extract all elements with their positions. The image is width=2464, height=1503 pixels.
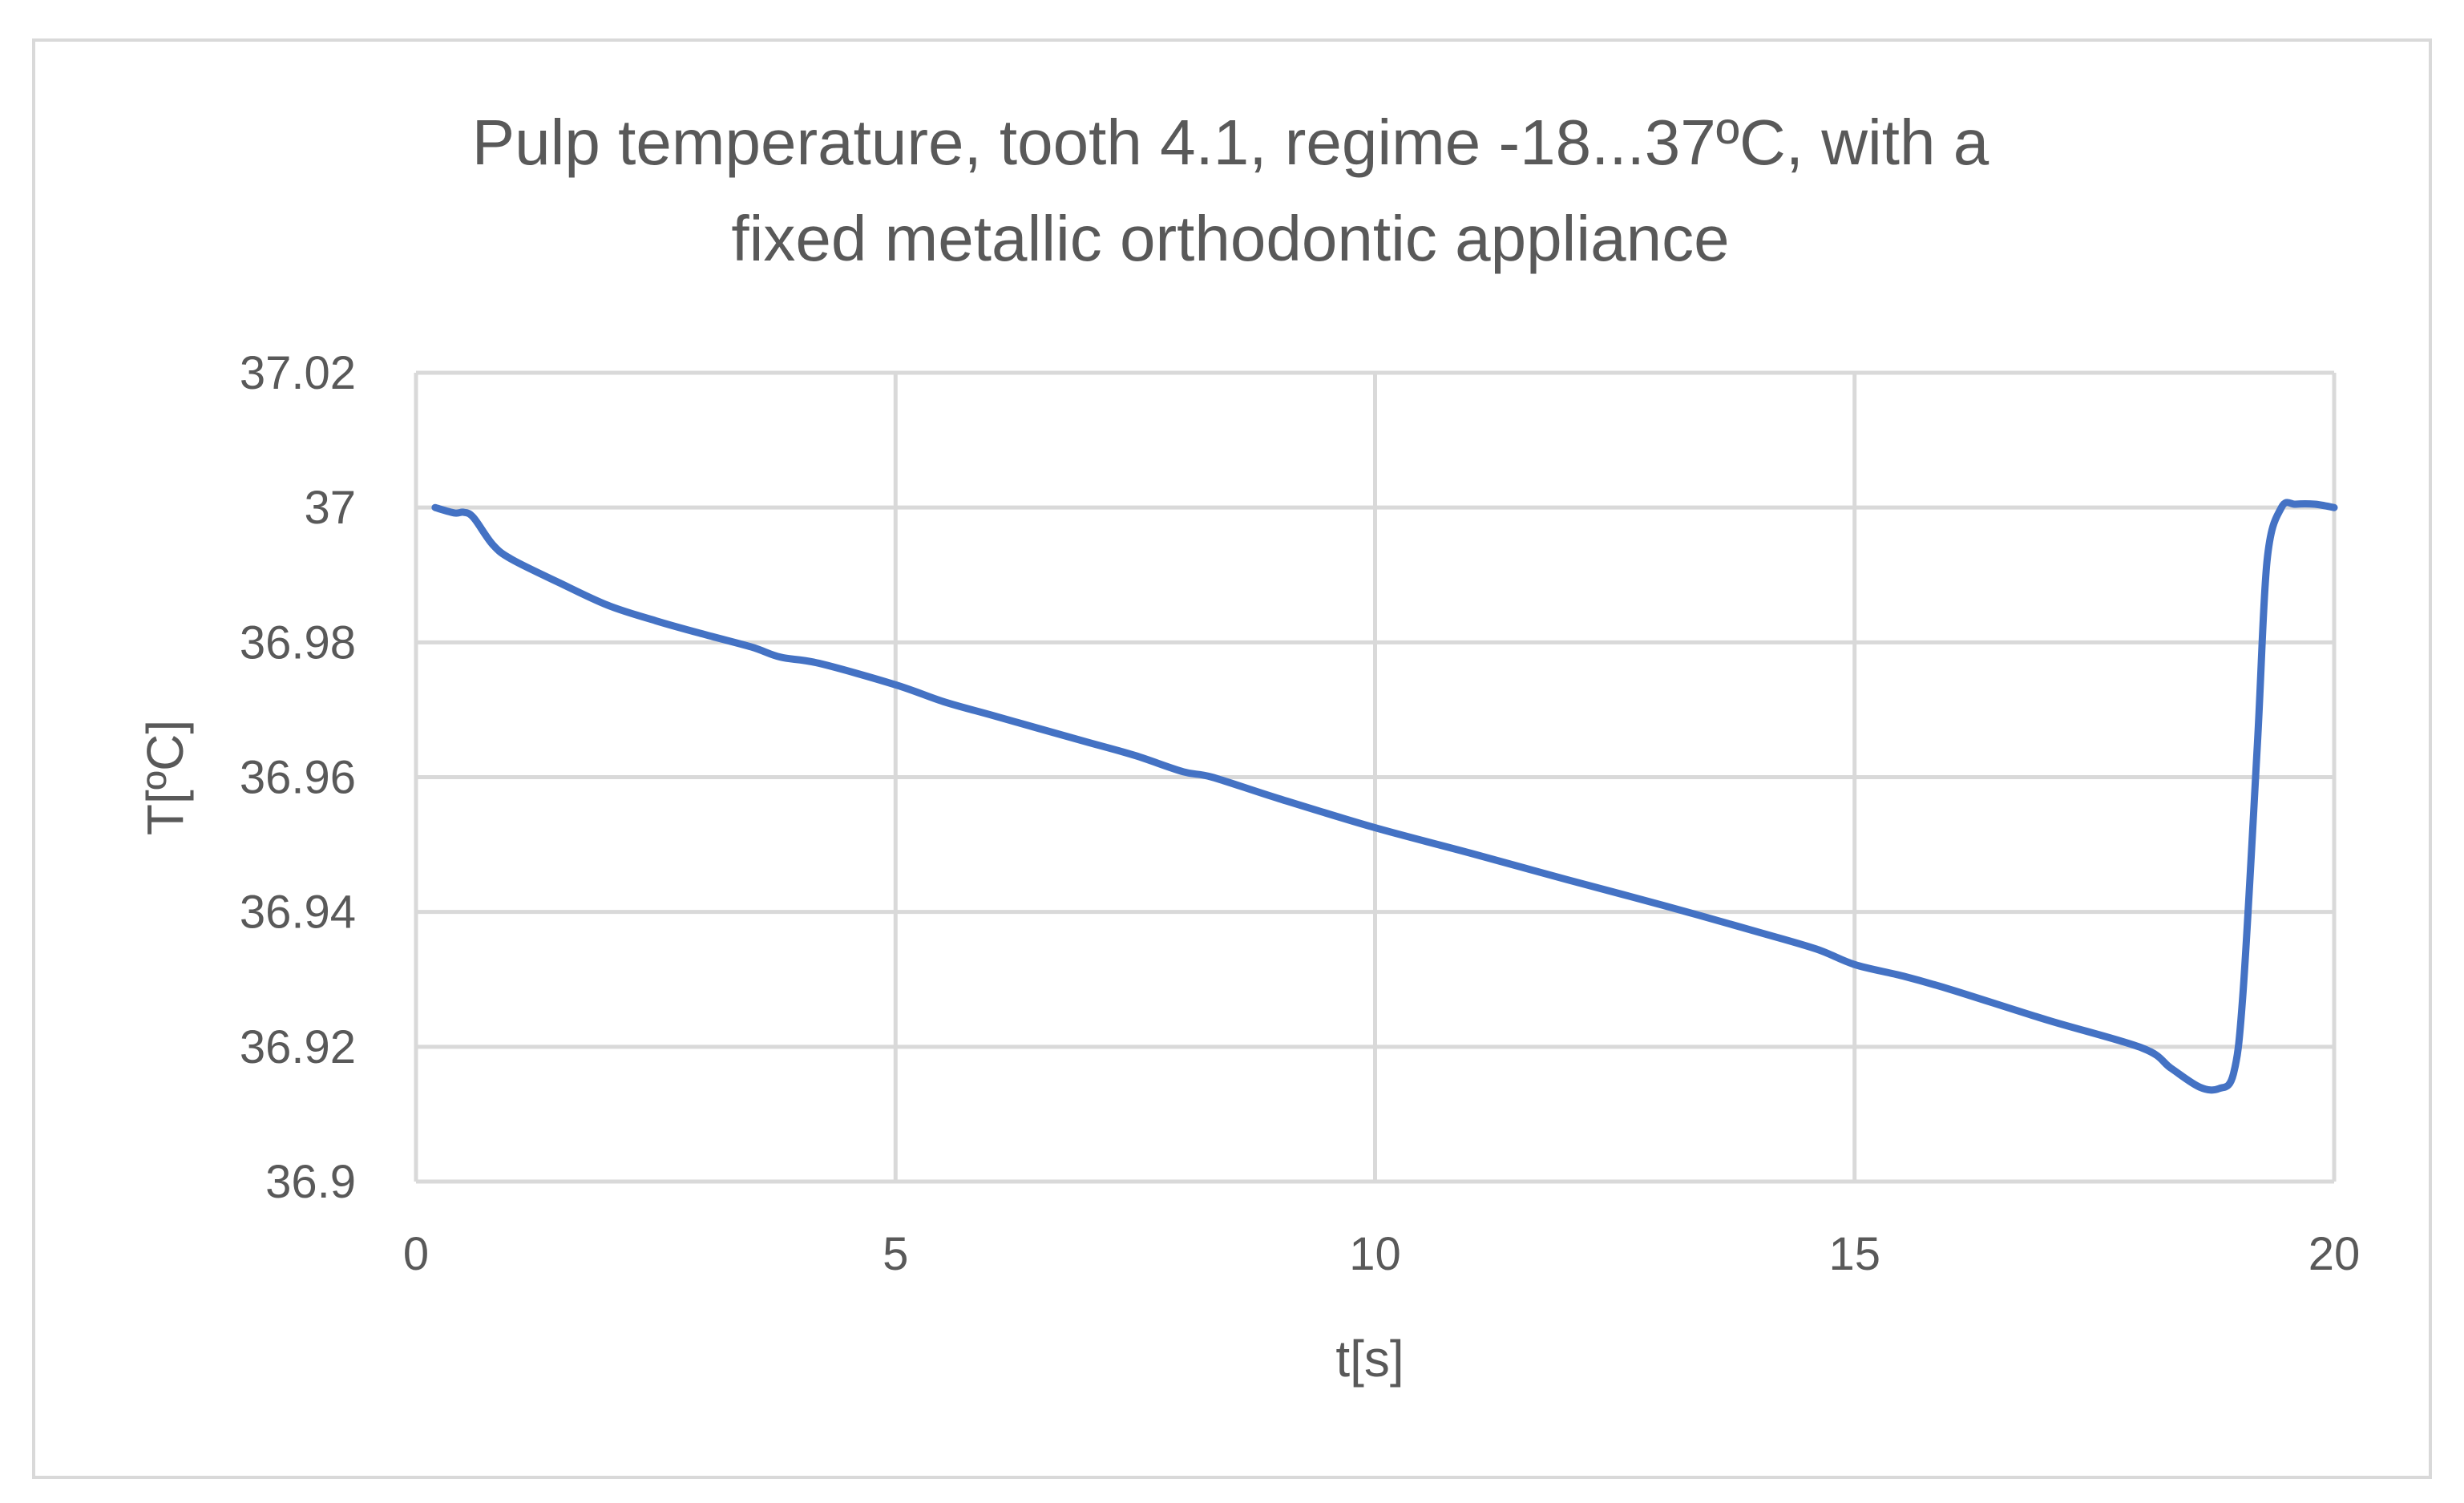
y-tick-label-2: 36.94 [240,887,356,939]
chart-title-line-1: Pulp temperature, tooth 4.1, regime -18.… [472,107,1989,178]
series-line-0 [431,499,2338,1094]
x-tick-label-4: 20 [2308,1228,2361,1280]
y-tick-label-4: 36.98 [240,616,356,669]
x-tick-labels: 0 5 10 15 20 [403,1228,2360,1280]
y-axis-title: T[ºC] [136,720,194,835]
x-tick-label-1: 5 [883,1228,908,1280]
series-layer [431,499,2338,1094]
y-tick-label-1: 36.92 [240,1021,356,1073]
chart-frame [32,38,2432,1479]
y-tick-label-6: 37.02 [240,347,356,399]
x-axis-title: t[s] [1335,1330,1404,1388]
x-tick-label-2: 10 [1349,1228,1401,1280]
y-tick-label-3: 36.96 [240,752,356,804]
chart-title-line-2: fixed metallic orthodontic appliance [731,203,1729,274]
y-tick-label-5: 37 [304,482,356,534]
y-tick-label-0: 36.9 [265,1156,356,1208]
x-tick-label-0: 0 [403,1228,429,1280]
x-tick-label-3: 15 [1828,1228,1880,1280]
y-tick-labels: 36.9 36.92 36.94 36.96 36.98 37 37.02 [240,347,356,1208]
grid-lines [414,370,2337,1184]
